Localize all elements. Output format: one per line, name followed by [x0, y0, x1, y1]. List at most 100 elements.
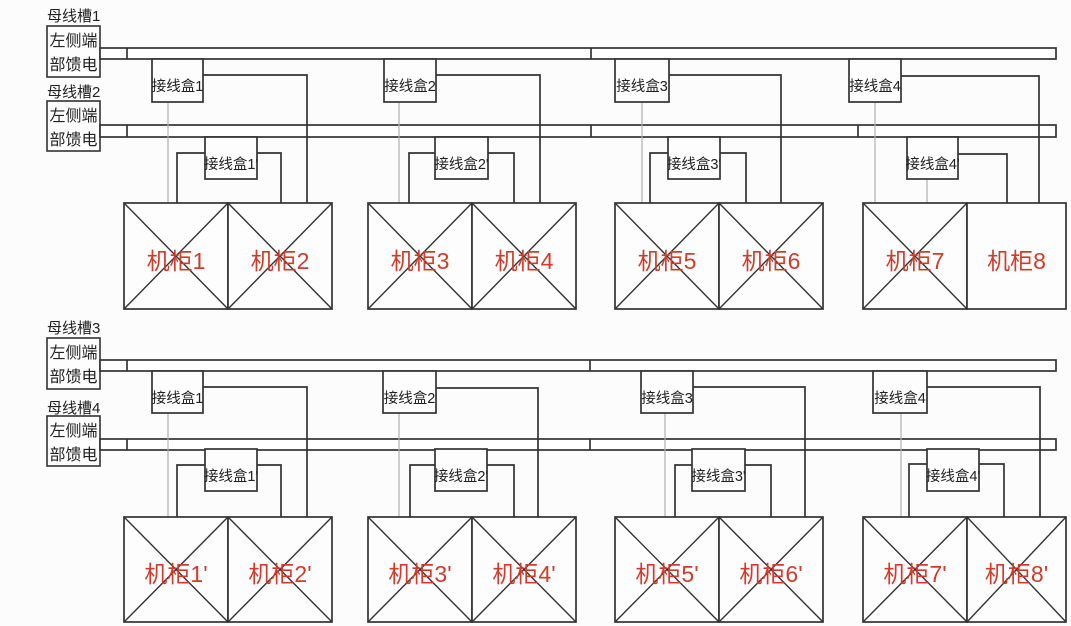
junction-box-1b — [151, 370, 204, 414]
wire — [408, 152, 435, 203]
junction-box-4-label: 接线盒4 — [849, 78, 901, 95]
cabinet-8-label: 机柜8 — [987, 248, 1046, 274]
cabinet-7p-label: 机柜7' — [883, 561, 946, 587]
wire — [693, 386, 806, 517]
busway-2-bar — [99, 124, 1057, 138]
cabinet-1p-label: 机柜1' — [144, 561, 207, 587]
wire — [487, 464, 515, 517]
busway-4-feed-box — [46, 415, 101, 467]
cabinet-4-cross-diagonal — [471, 202, 577, 310]
junction-box-1pb-label: 接线盒1' — [204, 468, 259, 485]
wire — [436, 74, 541, 203]
wire — [908, 463, 927, 517]
cabinet-1-cross-diagonal — [123, 202, 229, 310]
junction-box-3p-label: 接线盒3' — [667, 156, 722, 173]
busway-1-label: 母线槽1 — [47, 8, 100, 25]
cabinet-3-cross-diagonal — [367, 202, 473, 310]
busway-2-feed-label: 部馈电 — [49, 131, 97, 149]
wire — [257, 464, 282, 517]
junction-box-3b — [640, 370, 694, 414]
wire — [958, 153, 1008, 203]
junction-box-4pb — [926, 448, 980, 492]
junction-box-3p — [667, 136, 721, 180]
wire — [979, 463, 1005, 517]
junction-box-2pb — [434, 448, 488, 492]
busway-3-feed-label: 左侧端 — [49, 344, 97, 362]
junction-box-3b-label: 接线盒3 — [641, 390, 693, 407]
cabinet-3p-cross-diagonal — [367, 516, 473, 623]
cabinet-4p-label: 机柜4' — [492, 561, 555, 587]
junction-box-3pb — [691, 448, 746, 492]
junction-box-4p — [906, 136, 959, 180]
busway-1-feed-label: 左侧端 — [49, 32, 97, 50]
busway-2-feed-label: 左侧端 — [49, 107, 97, 125]
cabinet-3p-label: 机柜3' — [388, 561, 451, 587]
wire — [176, 152, 205, 203]
junction-box-2b — [382, 370, 437, 414]
junction-box-1p-label: 接线盒1' — [204, 156, 259, 173]
junction-box-4b — [872, 370, 928, 414]
wire — [203, 74, 308, 203]
cabinet-2p-label: 机柜2' — [248, 561, 311, 587]
cabinet-4p-cross-diagonal — [471, 516, 577, 623]
junction-box-1p — [204, 136, 258, 180]
wire — [436, 387, 539, 517]
junction-box-4p-label: 接线盒4' — [905, 156, 960, 173]
busway-4-feed-label: 左侧端 — [49, 422, 97, 440]
junction-box-1pb — [204, 448, 258, 492]
cabinet-6-cross-diagonal — [718, 202, 824, 310]
wire — [257, 152, 282, 203]
junction-box-2b-label: 接线盒2 — [384, 390, 436, 407]
wire — [669, 74, 782, 203]
wire — [745, 464, 772, 517]
cabinet-3-label: 机柜3 — [391, 248, 450, 274]
cabinet-2p-cross-diagonal — [227, 516, 333, 623]
wire — [901, 75, 1040, 203]
cabinet-5-label: 机柜5 — [638, 248, 697, 274]
busway-3-bar — [99, 359, 1057, 372]
wire — [927, 386, 1041, 517]
cabinet-4-label: 机柜4 — [495, 248, 554, 274]
busway-1-bar — [99, 47, 1057, 60]
junction-box-4pb-label: 接线盒4' — [926, 468, 981, 485]
busway-3-feed-label: 部馈电 — [49, 368, 97, 386]
junction-box-2p — [434, 136, 489, 180]
busway-3-label: 母线槽3 — [47, 320, 100, 337]
wire — [409, 464, 435, 517]
junction-box-3-label: 接线盒3 — [616, 78, 668, 95]
cabinet-7p-cross-diagonal — [862, 516, 968, 623]
busway-4-bar — [99, 438, 1057, 451]
junction-box-3pb-label: 接线盒3' — [691, 468, 746, 485]
junction-box-1 — [151, 58, 204, 103]
wire — [649, 152, 668, 203]
cabinet-8p-label: 机柜8' — [985, 561, 1048, 587]
busway-4-label: 母线槽4 — [47, 400, 100, 417]
cabinet-5p-cross-diagonal — [614, 516, 720, 623]
cabinet-6-label: 机柜6 — [742, 248, 801, 274]
busway-1-feed-box — [46, 25, 101, 78]
busway-4-feed-label: 部馈电 — [49, 446, 97, 464]
busway-2-label: 母线槽2 — [47, 84, 100, 101]
wire — [720, 152, 747, 203]
cabinet-8p-cross-diagonal — [966, 516, 1067, 623]
junction-box-4 — [848, 58, 902, 103]
wire — [176, 464, 205, 517]
cabinet-5p-label: 机柜5' — [635, 561, 698, 587]
wire — [487, 152, 515, 203]
cabinet-1p-cross-diagonal — [123, 516, 229, 623]
busway-1-feed-label: 部馈电 — [49, 56, 97, 74]
cabinet-2-cross-diagonal — [227, 202, 333, 310]
wire — [674, 464, 692, 517]
junction-box-1-label: 接线盒1 — [152, 78, 204, 95]
cabinet-7-cross-diagonal — [862, 202, 968, 310]
junction-box-2p-label: 接线盒2' — [434, 156, 489, 173]
junction-box-2pb-label: 接线盒2' — [434, 468, 489, 485]
junction-box-2 — [383, 58, 437, 103]
busway-3-feed-box — [46, 337, 101, 390]
wire — [203, 386, 308, 517]
junction-box-2-label: 接线盒2 — [384, 78, 436, 95]
junction-box-1b-label: 接线盒1 — [152, 390, 204, 407]
cabinet-5-cross-diagonal — [614, 202, 720, 310]
